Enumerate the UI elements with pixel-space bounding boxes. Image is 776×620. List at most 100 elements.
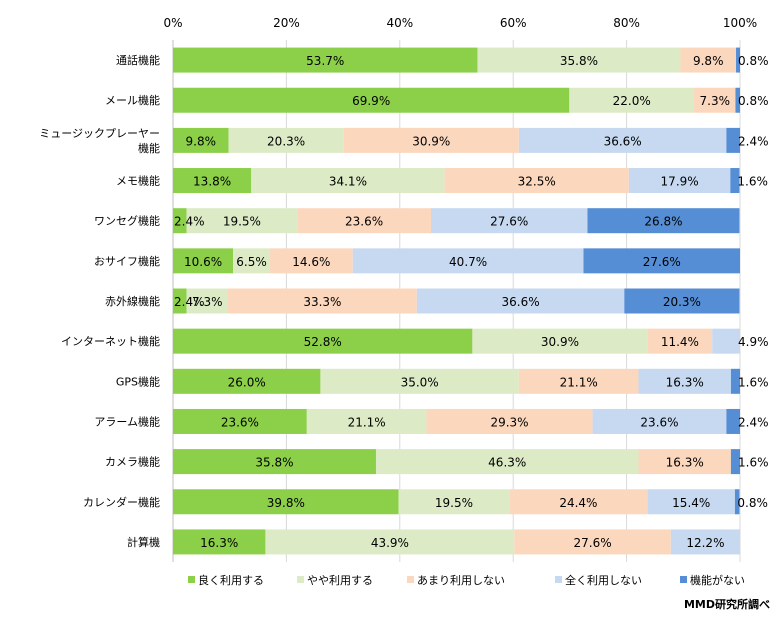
bar-segment [628, 168, 731, 194]
data-label: 14.6% [292, 255, 330, 269]
bar-segment [624, 288, 740, 314]
data-label: 9.8% [186, 134, 217, 148]
bar-segment [352, 248, 584, 274]
bar-segment [416, 288, 625, 314]
bar-segment [233, 248, 270, 274]
data-label: 35.8% [560, 54, 598, 68]
bar-segment [638, 368, 731, 394]
data-label: 0.8% [738, 54, 769, 68]
data-label: 16.3% [666, 375, 704, 389]
bar-segment [173, 328, 473, 354]
bar-segment [647, 489, 735, 515]
category-label: メモ機能 [116, 174, 160, 188]
bar-segment [173, 529, 266, 555]
bar-segment [712, 328, 740, 354]
bar-segment [228, 127, 344, 153]
bar-segment [730, 168, 740, 194]
bar-segment [173, 208, 187, 234]
data-label: 22.0% [613, 94, 651, 108]
data-label: 0.8% [737, 496, 768, 510]
data-label: 16.3% [666, 456, 704, 470]
data-label: 4.9% [738, 335, 769, 349]
category-labels: 通話機能メール機能ミュージックプレーヤー機能メモ機能ワンセグ機能おサイフ機能赤外… [39, 53, 160, 549]
data-label: 7.3% [700, 94, 731, 108]
legend-label: やや利用する [307, 574, 373, 587]
data-label: 21.1% [348, 415, 386, 429]
legend-label: 良く利用する [198, 573, 264, 587]
bar-segment [670, 529, 740, 555]
data-label: 19.5% [223, 215, 261, 229]
category-label: アラーム機能 [94, 414, 160, 428]
bar-segment [694, 87, 736, 113]
bar-segment [426, 408, 593, 434]
category-label: ワンセグ機能 [94, 214, 160, 228]
data-label: 11.4% [661, 335, 699, 349]
legend-label: 全く利用しない [565, 573, 642, 587]
bar-segment [173, 489, 399, 515]
data-label: 43.9% [371, 536, 409, 550]
legend: 良く利用する やや利用する あまり利用しない 全く利用しない 機能がない [188, 573, 745, 587]
bar-segment [647, 328, 713, 354]
bar-segment [186, 208, 298, 234]
bar-segment [444, 168, 629, 194]
data-label: 52.8% [304, 335, 342, 349]
data-label: 26.0% [228, 375, 266, 389]
legend-label: 機能がない [690, 573, 745, 587]
value-labels: 53.7% 35.8% 9.8% 0.8% 69.9% 22.0% 7.3% 0.8% 9.8%… [174, 54, 769, 550]
source-credit: MMD研究所調べ [684, 597, 770, 611]
category-label: 計算機 [127, 535, 160, 549]
category-label: インターネット機能 [61, 334, 160, 348]
bars [173, 47, 740, 555]
bar-segment [173, 368, 321, 394]
bar-segment [173, 127, 229, 153]
bar-segment [726, 127, 740, 153]
bar-segment [730, 449, 740, 475]
x-tick-label: 40% [386, 16, 413, 30]
category-label: カメラ機能 [105, 455, 160, 469]
data-label: 1.6% [738, 375, 769, 389]
data-label: 23.6% [640, 415, 678, 429]
data-label: 7.3% [192, 295, 223, 309]
data-label: 20.3% [267, 134, 305, 148]
category-label: メール機能 [105, 93, 160, 107]
data-label: 9.8% [693, 54, 724, 68]
data-label: 27.6% [574, 536, 612, 550]
data-label: 12.2% [686, 536, 724, 550]
x-tick-label: 20% [273, 16, 300, 30]
data-label: 20.3% [663, 295, 701, 309]
bar-segment [251, 168, 445, 194]
bar-segment [569, 87, 695, 113]
bar-segment [734, 489, 740, 515]
bar-segment [680, 47, 737, 73]
x-tick-label: 80% [613, 16, 640, 30]
x-axis-ticks: 0% 20% 40% 60% 80% 100% [163, 16, 757, 30]
data-label: 35.0% [401, 375, 439, 389]
data-label: 2.4% [738, 415, 769, 429]
bar-segment [518, 368, 639, 394]
data-label: 15.4% [672, 496, 710, 510]
category-label: おサイフ機能 [94, 254, 160, 268]
data-label: 29.3% [490, 415, 528, 429]
bar-segment [227, 288, 417, 314]
data-label: 30.9% [541, 335, 579, 349]
data-label: 6.5% [236, 255, 267, 269]
bar-segment [173, 288, 187, 314]
data-label: 21.1% [560, 375, 598, 389]
bar-segment [638, 449, 731, 475]
bar-segment [343, 127, 519, 153]
data-label: 0.8% [738, 94, 769, 108]
bar-segment [173, 47, 478, 73]
data-label: 32.5% [518, 175, 556, 189]
data-label: 35.8% [255, 456, 293, 470]
data-label: 1.6% [738, 456, 769, 470]
legend-swatch [680, 576, 687, 583]
bar-segment [730, 368, 740, 394]
bar-segment [726, 408, 740, 434]
x-tick-label: 100% [723, 16, 757, 30]
bar-segment [265, 529, 515, 555]
bar-segment [592, 408, 727, 434]
data-label: 40.7% [449, 255, 487, 269]
bar-segment [430, 208, 588, 234]
data-label: 36.6% [502, 295, 540, 309]
